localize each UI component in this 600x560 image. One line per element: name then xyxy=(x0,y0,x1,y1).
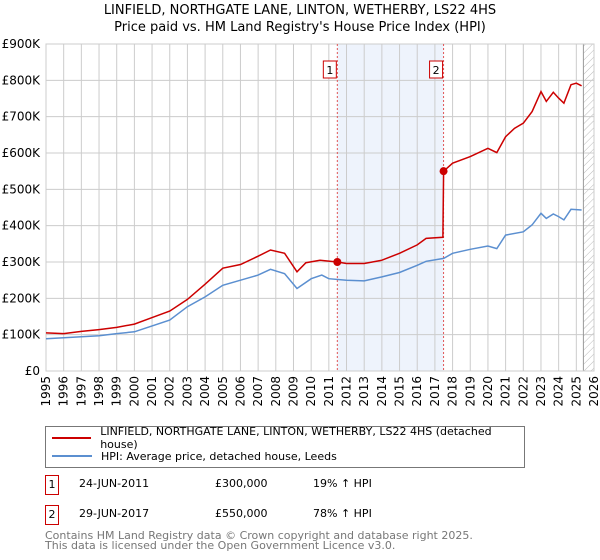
y-tick-label: £700K xyxy=(2,110,42,124)
sale-label: 1 xyxy=(326,64,333,77)
x-tick-label: 2001 xyxy=(145,376,159,407)
sale-date: 29-JUN-2017 xyxy=(79,507,150,520)
sale-date: 24-JUN-2011 xyxy=(79,477,150,490)
x-tick-label: 2026 xyxy=(587,376,600,407)
x-tick-label: 2020 xyxy=(481,376,495,407)
x-tick-label: 2003 xyxy=(180,376,194,407)
x-tick-label: 2012 xyxy=(340,376,354,407)
legend-swatch-blue xyxy=(52,455,92,457)
legend-item-hpi: HPI: Average price, detached house, Leed… xyxy=(52,448,337,464)
x-tick-label: 2008 xyxy=(269,376,283,407)
property-price-line xyxy=(45,82,582,335)
footer-line: Contains HM Land Registry data © Crown c… xyxy=(45,529,473,542)
x-tick-label: 2002 xyxy=(163,376,177,407)
y-tick-label: £500K xyxy=(2,182,42,196)
sale-marker-badge: 1 xyxy=(45,475,59,495)
plot-border xyxy=(45,43,595,372)
x-tick-label: 2019 xyxy=(463,376,477,407)
sale-period-shade xyxy=(337,44,444,371)
x-tick-label: 2014 xyxy=(375,376,389,407)
sale-price: £550,000 xyxy=(215,507,268,520)
y-tick-label: £200K xyxy=(2,291,42,305)
chart-title: LINFIELD, NORTHGATE LANE, LINTON, WETHER… xyxy=(103,3,497,18)
hpi-line xyxy=(45,208,582,340)
x-tick-label: 2021 xyxy=(499,376,513,407)
x-tick-label: 2011 xyxy=(322,376,336,407)
x-tick-label: 2015 xyxy=(393,376,407,407)
x-tick-label: 2000 xyxy=(127,376,141,407)
y-tick-label: £900K xyxy=(2,37,42,51)
x-tick-label: 2024 xyxy=(552,376,566,407)
sale-label-box xyxy=(429,60,444,79)
y-tick-label: £100K xyxy=(2,328,42,342)
chart-subtitle: Price paid vs. HM Land Registry's House … xyxy=(114,20,486,35)
x-tick-label: 2023 xyxy=(534,376,548,407)
x-tick-label: 2005 xyxy=(216,376,230,407)
y-tick-label: £0 xyxy=(25,364,40,378)
x-tick-label: 2004 xyxy=(198,376,212,407)
x-tick-label: 1999 xyxy=(110,376,124,407)
x-tick-label: 2006 xyxy=(233,376,247,407)
y-tick-label: £400K xyxy=(2,219,42,233)
x-tick-label: 2018 xyxy=(446,376,460,407)
sale-label: 2 xyxy=(433,64,440,77)
x-tick-label: 2022 xyxy=(516,376,530,407)
legend: LINFIELD, NORTHGATE LANE, LINTON, WETHER… xyxy=(45,425,525,468)
sale-point xyxy=(439,167,448,176)
sale-marker-badge: 2 xyxy=(45,505,59,525)
y-tick-label: £800K xyxy=(2,73,42,87)
forecast-hatch xyxy=(583,44,594,371)
legend-item-property: LINFIELD, NORTHGATE LANE, LINTON, WETHER… xyxy=(52,425,524,451)
sale-label-box xyxy=(322,60,337,79)
sale-hpi: 78% ↑ HPI xyxy=(313,507,372,520)
legend-swatch-red xyxy=(52,437,92,439)
x-tick-label: 2009 xyxy=(286,376,300,407)
x-tick-label: 2007 xyxy=(251,376,265,407)
x-tick-label: 1996 xyxy=(57,376,71,407)
x-tick-label: 2010 xyxy=(304,376,318,407)
x-tick-label: 2025 xyxy=(569,376,583,407)
sale-price: £300,000 xyxy=(215,477,268,490)
sale-hpi: 19% ↑ HPI xyxy=(313,477,372,490)
y-tick-label: £300K xyxy=(2,255,42,269)
sale-point xyxy=(333,258,342,266)
x-tick-label: 1995 xyxy=(39,376,53,407)
x-tick-label: 2016 xyxy=(410,376,424,407)
footer-line: This data is licensed under the Open Gov… xyxy=(45,539,396,552)
x-tick-label: 2013 xyxy=(357,376,371,407)
x-tick-label: 2017 xyxy=(428,376,442,407)
x-tick-label: 1998 xyxy=(92,376,106,407)
legend-label: HPI: Average price, detached house, Leed… xyxy=(101,449,337,463)
legend-label: LINFIELD, NORTHGATE LANE, LINTON, WETHER… xyxy=(100,425,492,451)
plot-area: £0 £100K £200K £300K £400K £500K £600K £700K £80… xyxy=(2,37,600,407)
y-tick-label: £600K xyxy=(2,146,42,160)
footer: Contains HM Land Registry data © Crown c… xyxy=(45,529,473,552)
x-tick-label: 1997 xyxy=(74,376,88,407)
